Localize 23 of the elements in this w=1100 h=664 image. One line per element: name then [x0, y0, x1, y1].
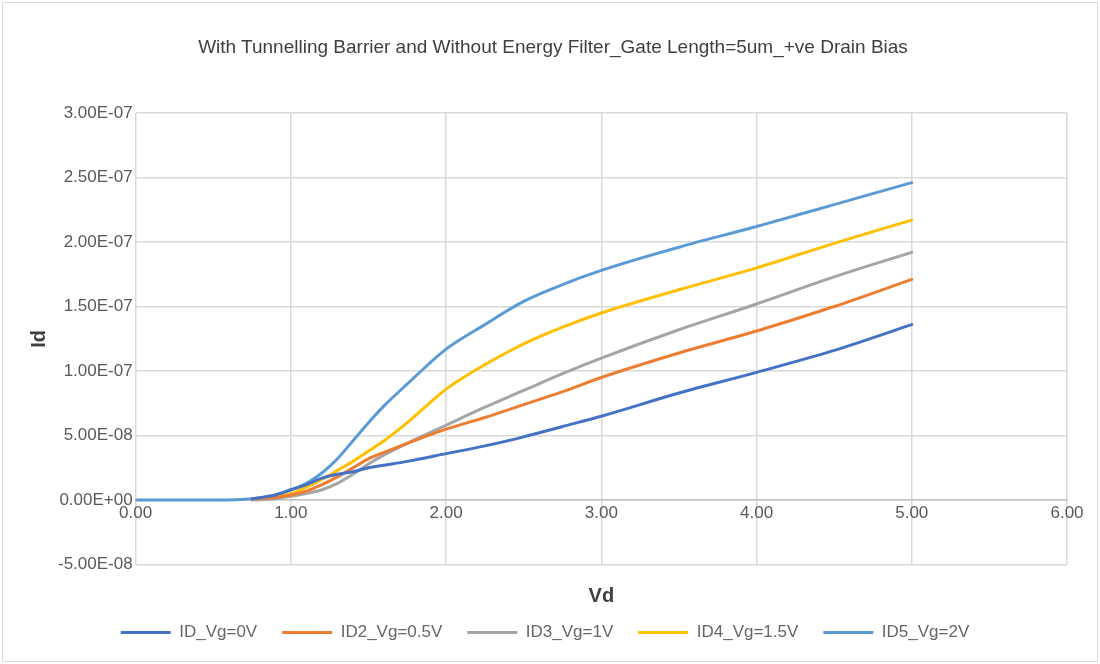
legend-label: ID4_Vg=1.5V [696, 622, 799, 642]
y-tick-label: 1.00E-07 [63, 360, 133, 380]
y-axis-title: Id [26, 329, 49, 348]
chart-title: With Tunnelling Barrier and Without Energy Filter_Gate Length=5um_+ve Drain Bias [197, 35, 909, 60]
x-tick-label: 4.00 [740, 502, 774, 522]
y-tick-label: 5.00E-08 [63, 425, 133, 445]
y-tick-label: 3.00E-07 [63, 102, 133, 122]
y-tick-label: 2.00E-07 [63, 231, 133, 251]
legend-label: ID5_Vg=2V [881, 622, 970, 642]
x-tick-label: 2.00 [429, 502, 463, 522]
x-tick-label: 5.00 [895, 502, 929, 522]
legend-label: ID2_Vg=0.5V [340, 622, 443, 642]
x-tick-label: 6.00 [1050, 502, 1084, 522]
x-axis-title: Vd [588, 584, 615, 607]
legend-label: ID3_Vg=1V [525, 622, 614, 642]
legend-label: ID_Vg=0V [179, 622, 258, 642]
x-tick-label: 3.00 [584, 502, 618, 522]
y-tick-label: -5.00E-08 [57, 554, 133, 574]
y-tick-label: 1.50E-07 [63, 296, 133, 316]
line-series [250, 323, 914, 501]
line-series [135, 181, 914, 502]
x-tick-label: 1.00 [274, 502, 308, 522]
y-tick-label: 2.50E-07 [63, 167, 133, 187]
